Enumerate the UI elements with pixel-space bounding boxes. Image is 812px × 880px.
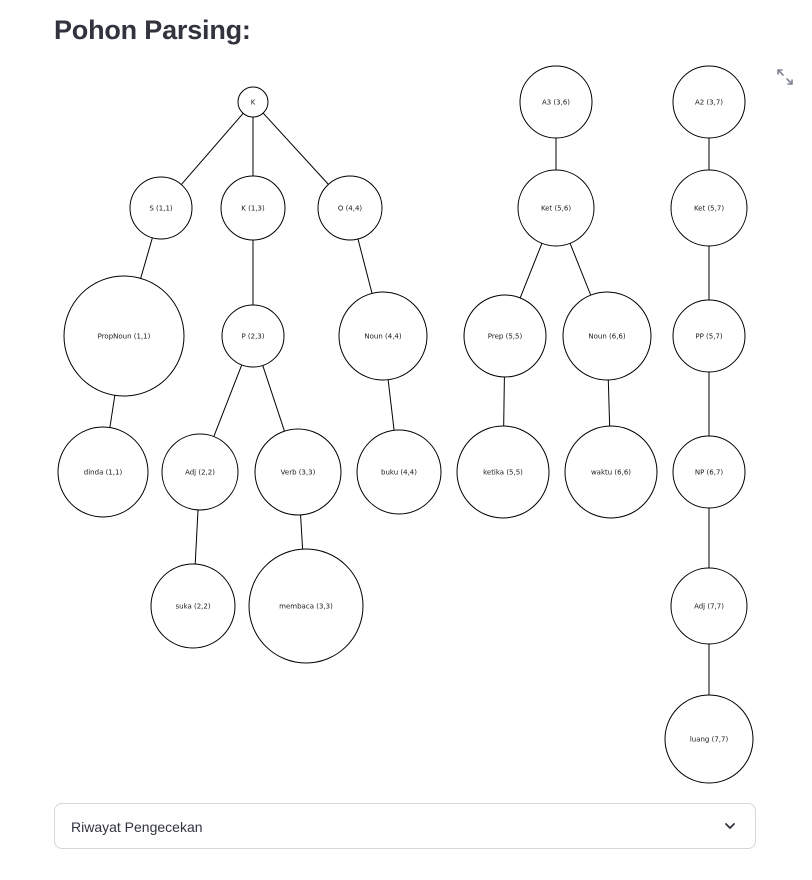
tree-node-label: buku (4,4) (381, 469, 417, 477)
parse-tree-nodes: K S (1,1) K (1,3) O (4,4) PropNoun (1,1) P (2… (57, 65, 754, 784)
tree-node-circle (672, 299, 746, 373)
tree-node-label: O (4,4) (338, 205, 363, 213)
tree-node-circle (161, 433, 239, 511)
tree-node: K (1,3) (220, 175, 286, 241)
tree-node: Ket (5,7) (670, 169, 748, 247)
history-expander-label: Riwayat Pengecekan (71, 819, 203, 835)
tree-node-circle (463, 294, 547, 378)
tree-node-circle (63, 275, 185, 397)
tree-node-circle (456, 425, 550, 519)
tree-node-label: luang (7,7) (690, 736, 729, 744)
tree-node: Adj (2,2) (161, 433, 239, 511)
tree-node-circle (57, 426, 149, 518)
tree-edge (569, 243, 592, 296)
tree-node-label: Adj (2,2) (185, 469, 215, 477)
tree-node: S (1,1) (129, 176, 193, 240)
tree-node-circle (562, 291, 652, 381)
tree-node: NP (6,7) (672, 435, 746, 509)
parse-tree-diagram: K S (1,1) K (1,3) O (4,4) PropNoun (1,1) P (2… (57, 65, 754, 784)
tree-node-circle (670, 169, 748, 247)
tree-node: O (4,4) (317, 175, 383, 241)
tree-node-circle (672, 65, 746, 139)
tree-node: Adj (7,7) (670, 567, 748, 645)
tree-node-label: dinda (1,1) (84, 469, 123, 477)
tree-node: A2 (3,7) (672, 65, 746, 139)
tree-node-label: Ket (5,7) (694, 205, 724, 213)
chevron-down-icon[interactable] (723, 819, 737, 833)
tree-node-label: ketika (5,5) (483, 469, 523, 477)
tree-node-label: PropNoun (1,1) (98, 333, 151, 341)
tree-node-circle (338, 291, 428, 381)
tree-node-label: Noun (6,6) (588, 333, 625, 341)
tree-node: Noun (4,4) (338, 291, 428, 381)
tree-edge (213, 364, 243, 437)
tree-node-circle (248, 548, 364, 664)
tree-edge (607, 379, 611, 427)
tree-node-label: Prep (5,5) (488, 333, 523, 341)
tree-node-label: P (2,3) (241, 333, 264, 341)
tree-edge (109, 395, 116, 428)
tree-node: suka (2,2) (150, 563, 236, 649)
tree-node: luang (7,7) (664, 694, 754, 784)
tree-node-circle (221, 304, 285, 368)
tree-node-label: suka (2,2) (175, 603, 210, 611)
tree-node-circle (150, 563, 236, 649)
tree-node-circle (220, 175, 286, 241)
tree-node-label: Noun (4,4) (364, 333, 401, 341)
page-title: Pohon Parsing: (54, 15, 251, 45)
tree-node: K (237, 86, 269, 118)
tree-edge (180, 113, 244, 185)
tree-node-label: K (1,3) (241, 205, 265, 213)
tree-node-circle (519, 65, 593, 139)
tree-node: Verb (3,3) (254, 428, 342, 516)
tree-node: dinda (1,1) (57, 426, 149, 518)
tree-node: PropNoun (1,1) (63, 275, 185, 397)
tree-node-circle (670, 567, 748, 645)
tree-edge (519, 243, 543, 299)
tree-node-label: A2 (3,7) (695, 99, 723, 107)
tree-edge (262, 365, 285, 432)
tree-node-label: PP (5,7) (695, 333, 723, 341)
tree-node-circle (254, 428, 342, 516)
tree-node: membaca (3,3) (248, 548, 364, 664)
tree-node: Prep (5,5) (463, 294, 547, 378)
tree-edge (357, 238, 373, 294)
tree-edge (387, 379, 395, 431)
tree-node: Ket (5,6) (517, 169, 595, 247)
tree-node-circle (356, 429, 442, 515)
tree-node-circle (664, 694, 754, 784)
tree-node-circle (129, 176, 193, 240)
tree-node-circle (672, 435, 746, 509)
tree-node-label: A3 (3,6) (542, 99, 570, 107)
tree-node-circle (317, 175, 383, 241)
tree-node-label: Verb (3,3) (281, 469, 316, 477)
history-expander[interactable]: Riwayat Pengecekan (54, 803, 756, 849)
tree-node-label: Adj (7,7) (694, 603, 724, 611)
tree-node: buku (4,4) (356, 429, 442, 515)
tree-node-label: waktu (6,6) (591, 469, 631, 477)
tree-node-label: NP (6,7) (695, 469, 724, 477)
tree-edge (262, 112, 329, 185)
tree-edge (503, 376, 505, 427)
tree-node: Noun (6,6) (562, 291, 652, 381)
tree-edge (140, 237, 153, 279)
tree-node: ketika (5,5) (456, 425, 550, 519)
tree-node: A3 (3,6) (519, 65, 593, 139)
parse-tree-edges (109, 112, 710, 695)
tree-node: PP (5,7) (672, 299, 746, 373)
tree-edge (300, 514, 304, 550)
tree-node-circle (517, 169, 595, 247)
tree-node-label: Ket (5,6) (541, 205, 571, 213)
tree-node: P (2,3) (221, 304, 285, 368)
tree-node-label: K (251, 99, 256, 107)
fullscreen-expand-icon[interactable] (776, 68, 794, 86)
tree-node-label: membaca (3,3) (279, 603, 333, 611)
tree-node-circle (237, 86, 269, 118)
tree-node-circle (564, 425, 658, 519)
tree-node: waktu (6,6) (564, 425, 658, 519)
tree-node-label: S (1,1) (149, 205, 173, 213)
tree-edge (194, 509, 199, 565)
